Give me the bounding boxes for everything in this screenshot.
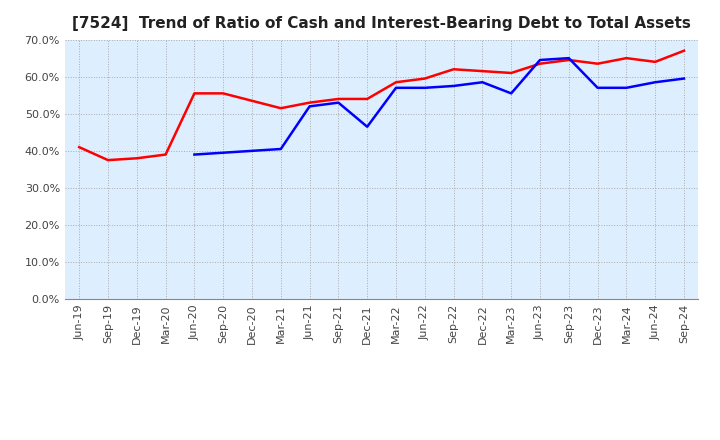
Cash bbox=[449, 66, 458, 72]
Cash bbox=[334, 96, 343, 102]
Cash bbox=[593, 61, 602, 66]
Cash bbox=[190, 91, 199, 96]
Cash bbox=[75, 144, 84, 150]
Interest-Bearing Debt bbox=[334, 100, 343, 105]
Interest-Bearing Debt bbox=[190, 152, 199, 157]
Cash bbox=[478, 69, 487, 74]
Cash bbox=[564, 57, 573, 62]
Interest-Bearing Debt bbox=[593, 85, 602, 91]
Interest-Bearing Debt bbox=[478, 80, 487, 85]
Interest-Bearing Debt bbox=[363, 124, 372, 129]
Interest-Bearing Debt bbox=[392, 85, 400, 91]
Interest-Bearing Debt bbox=[651, 80, 660, 85]
Cash bbox=[219, 91, 228, 96]
Interest-Bearing Debt bbox=[449, 83, 458, 88]
Cash bbox=[420, 76, 429, 81]
Interest-Bearing Debt bbox=[219, 150, 228, 155]
Cash bbox=[363, 96, 372, 102]
Interest-Bearing Debt bbox=[248, 148, 256, 154]
Interest-Bearing Debt bbox=[276, 147, 285, 152]
Title: [7524]  Trend of Ratio of Cash and Interest-Bearing Debt to Total Assets: [7524] Trend of Ratio of Cash and Intere… bbox=[72, 16, 691, 32]
Cash bbox=[104, 158, 112, 163]
Interest-Bearing Debt bbox=[564, 55, 573, 61]
Cash bbox=[305, 100, 314, 105]
Cash bbox=[622, 55, 631, 61]
Cash bbox=[248, 98, 256, 103]
Interest-Bearing Debt bbox=[420, 85, 429, 91]
Interest-Bearing Debt bbox=[305, 104, 314, 109]
Cash bbox=[680, 48, 688, 53]
Cash bbox=[651, 59, 660, 65]
Cash bbox=[392, 80, 400, 85]
Cash bbox=[536, 61, 544, 66]
Line: Cash: Cash bbox=[79, 51, 684, 160]
Interest-Bearing Debt bbox=[680, 76, 688, 81]
Cash bbox=[276, 106, 285, 111]
Cash bbox=[132, 156, 141, 161]
Interest-Bearing Debt bbox=[622, 85, 631, 91]
Line: Interest-Bearing Debt: Interest-Bearing Debt bbox=[194, 58, 684, 154]
Interest-Bearing Debt bbox=[507, 91, 516, 96]
Cash bbox=[507, 70, 516, 76]
Cash bbox=[161, 152, 170, 157]
Interest-Bearing Debt bbox=[536, 57, 544, 62]
